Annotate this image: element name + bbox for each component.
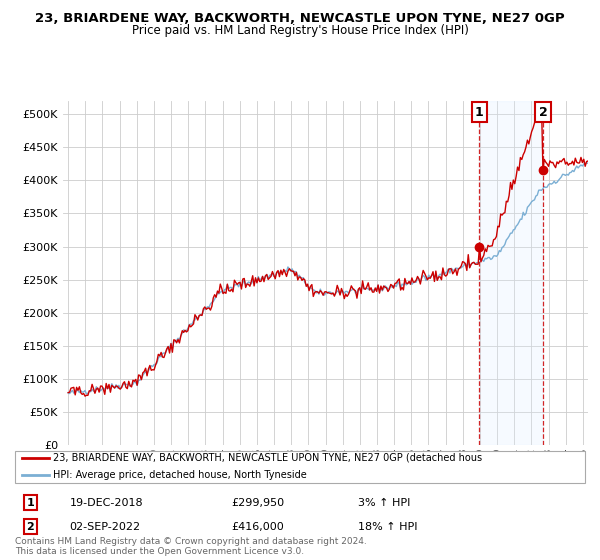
- Text: 3% ↑ HPI: 3% ↑ HPI: [358, 498, 410, 508]
- Text: 1: 1: [475, 105, 484, 119]
- Text: £299,950: £299,950: [231, 498, 284, 508]
- Text: HPI: Average price, detached house, North Tyneside: HPI: Average price, detached house, Nort…: [53, 470, 307, 480]
- Text: 02-SEP-2022: 02-SEP-2022: [70, 522, 141, 531]
- Text: 1: 1: [26, 498, 34, 508]
- Text: 2: 2: [26, 522, 34, 531]
- FancyBboxPatch shape: [15, 451, 585, 483]
- Text: Contains HM Land Registry data © Crown copyright and database right 2024.
This d: Contains HM Land Registry data © Crown c…: [15, 536, 367, 556]
- Text: 2: 2: [539, 105, 547, 119]
- Text: Price paid vs. HM Land Registry's House Price Index (HPI): Price paid vs. HM Land Registry's House …: [131, 24, 469, 36]
- Text: 19-DEC-2018: 19-DEC-2018: [70, 498, 143, 508]
- Text: £416,000: £416,000: [231, 522, 284, 531]
- Bar: [479, 101, 543, 445]
- Text: 18% ↑ HPI: 18% ↑ HPI: [358, 522, 417, 531]
- Text: 23, BRIARDENE WAY, BACKWORTH, NEWCASTLE UPON TYNE, NE27 0GP (detached hous: 23, BRIARDENE WAY, BACKWORTH, NEWCASTLE …: [53, 452, 482, 463]
- Text: 23, BRIARDENE WAY, BACKWORTH, NEWCASTLE UPON TYNE, NE27 0GP: 23, BRIARDENE WAY, BACKWORTH, NEWCASTLE …: [35, 12, 565, 25]
